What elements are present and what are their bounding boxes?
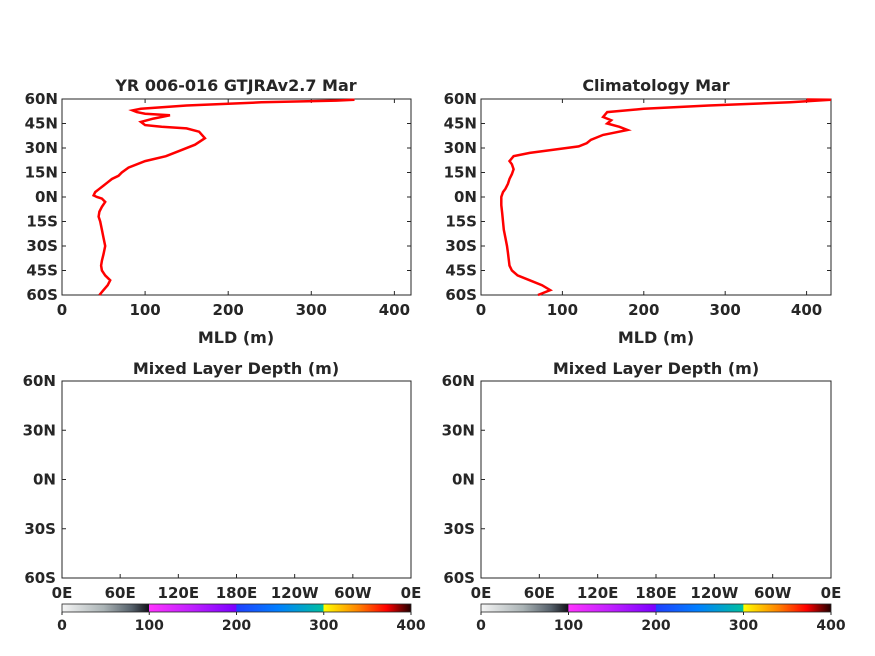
colorbar-tick-label: 400 [816,618,845,634]
profile-axes-climatology [480,98,832,296]
map-lon-ticks-model: 0E 60E 120E 180E 120W 60W 0E [52,574,422,602]
profile-x-tick-label: 300 [710,301,741,319]
profile-y-tick-label: 60S [26,286,58,304]
mld-field-model [62,376,422,578]
map-lon-tick-label: 0E [52,584,73,602]
profile-y-tick-label: 0N [454,188,477,206]
profile-y-tick-label: 45S [445,262,477,280]
map-lat-tick-label: 30S [24,520,56,538]
profile-x-tick-label: 100 [547,301,578,319]
map-lat-tick-label: 60S [443,569,475,587]
colorbar-tick-label: 100 [135,618,164,634]
map-title-climatology: Mixed Layer Depth (m) [553,359,759,378]
profile-x-tick-label: 400 [791,301,822,319]
profile-y-tick-label: 45S [26,262,58,280]
map-lon-tick-label: 60W [754,584,792,602]
map-lat-ticks-climatology: 60N 30N 0N 30S 60S [442,372,485,587]
map-lat-ticks-model: 60N 30N 0N 30S 60S [23,372,66,587]
colorbar-tick-label: 300 [729,618,758,634]
profile-y-ticks-model: 60N 45N 30N 15N 0N 15S 30S 45S 60S [25,90,411,304]
profile-x-tick-label: 200 [628,301,659,319]
map-lat-tick-label: 0N [33,471,56,489]
profile-axes-model [61,98,412,296]
profile-y-tick-label: 60N [25,90,58,108]
map-lon-tick-label: 120W [690,584,738,602]
profile-xlabel-climatology: MLD (m) [618,328,694,347]
map-lon-ticks-climatology: 0E 60E 120E 180E 120W 60W 0E [471,574,842,602]
mld-profile-line-climatology [500,98,832,297]
map-axes-climatology [480,380,832,579]
colorbar-tick-label: 0 [476,618,486,634]
map-panel-climatology: Mixed Layer Depth (m) [442,359,846,634]
profile-x-tick-label: 0 [57,301,67,319]
map-lon-tick-label: 60E [524,584,555,602]
map-lon-tick-label: 60W [334,584,372,602]
map-lon-tick-label: 0E [471,584,492,602]
profile-title-climatology: Climatology Mar [582,76,729,95]
colorbar-tick-label: 0 [57,618,67,634]
map-title-model: Mixed Layer Depth (m) [133,359,339,378]
profile-x-ticks-model: 0 100 200 300 400 [57,99,410,319]
map-panel-model: Mixed Layer Depth (m) [23,359,426,634]
profile-panel-model: YR 006-016 GTJRAv2.7 Mar 60N 45N 30N 15N 0N 1… [25,76,412,347]
map-lat-tick-label: 30N [442,421,475,439]
colorbar-tick-label: 100 [554,618,583,634]
profile-y-ticks-climatology: 60N 45N 30N 15N 0N 15S 30S 45S 60S [444,90,831,304]
profile-xlabel-model: MLD (m) [198,328,274,347]
map-lat-tick-label: 60S [24,569,56,587]
map-lon-tick-label: 180E [216,584,258,602]
mld-profile-line-model [91,98,355,296]
profile-y-tick-label: 15S [445,213,477,231]
colorbar-climatology: 0 100 200 300 400 [476,603,846,634]
profile-panel-climatology: Climatology Mar 60N45N30N15N0N15S30S45S6… [444,76,832,347]
profile-y-tick-label: 30S [445,237,477,255]
profile-x-tick-label: 0 [476,301,486,319]
map-lon-tick-label: 0E [821,584,842,602]
map-lon-tick-label: 120E [577,584,619,602]
profile-title-model: YR 006-016 GTJRAv2.7 Mar [114,76,356,95]
profile-y-tick-label: 45N [444,115,477,133]
map-lat-tick-label: 60N [442,372,475,390]
colorbar-model: 0 100 200 300 400 [57,603,426,634]
profile-x-tick-label: 200 [213,301,244,319]
profile-y-tick-label: 60S [445,286,477,304]
profile-x-ticks-climatology: 0 100 200 300 400 [476,99,822,319]
colorbar-tick-label: 200 [222,618,251,634]
profile-y-tick-label: 15N [444,164,477,182]
colorbar-ramp-climatology [480,603,832,613]
profile-y-tick-label: 30N [444,139,477,157]
profile-x-tick-label: 300 [296,301,327,319]
map-lat-tick-label: 60N [23,372,56,390]
map-lat-tick-label: 30S [443,520,475,538]
profile-x-tick-label: 100 [129,301,160,319]
colorbar-tick-label: 400 [396,618,425,634]
map-lon-tick-label: 120W [271,584,319,602]
profile-y-tick-label: 60N [444,90,477,108]
map-lon-tick-label: 60E [105,584,136,602]
profile-x-tick-label: 400 [379,301,410,319]
colorbar-ramp-model [61,603,412,613]
mld-field-climatology [481,381,831,578]
profile-y-tick-label: 15S [26,213,58,231]
colorbar-tick-label: 300 [309,618,338,634]
profile-y-tick-label: 30N [25,139,58,157]
map-lat-tick-label: 30N [23,421,56,439]
map-axes-model [61,380,412,579]
map-lon-tick-label: 180E [635,584,677,602]
colorbar-tick-label: 200 [641,618,670,634]
map-lon-tick-label: 120E [158,584,200,602]
profile-y-tick-label: 45N [25,115,58,133]
profile-y-tick-label: 0N [35,188,58,206]
map-lon-tick-label: 0E [401,584,422,602]
profile-y-tick-label: 15N [25,164,58,182]
profile-y-tick-label: 30S [26,237,58,255]
map-lat-tick-label: 0N [452,471,475,489]
